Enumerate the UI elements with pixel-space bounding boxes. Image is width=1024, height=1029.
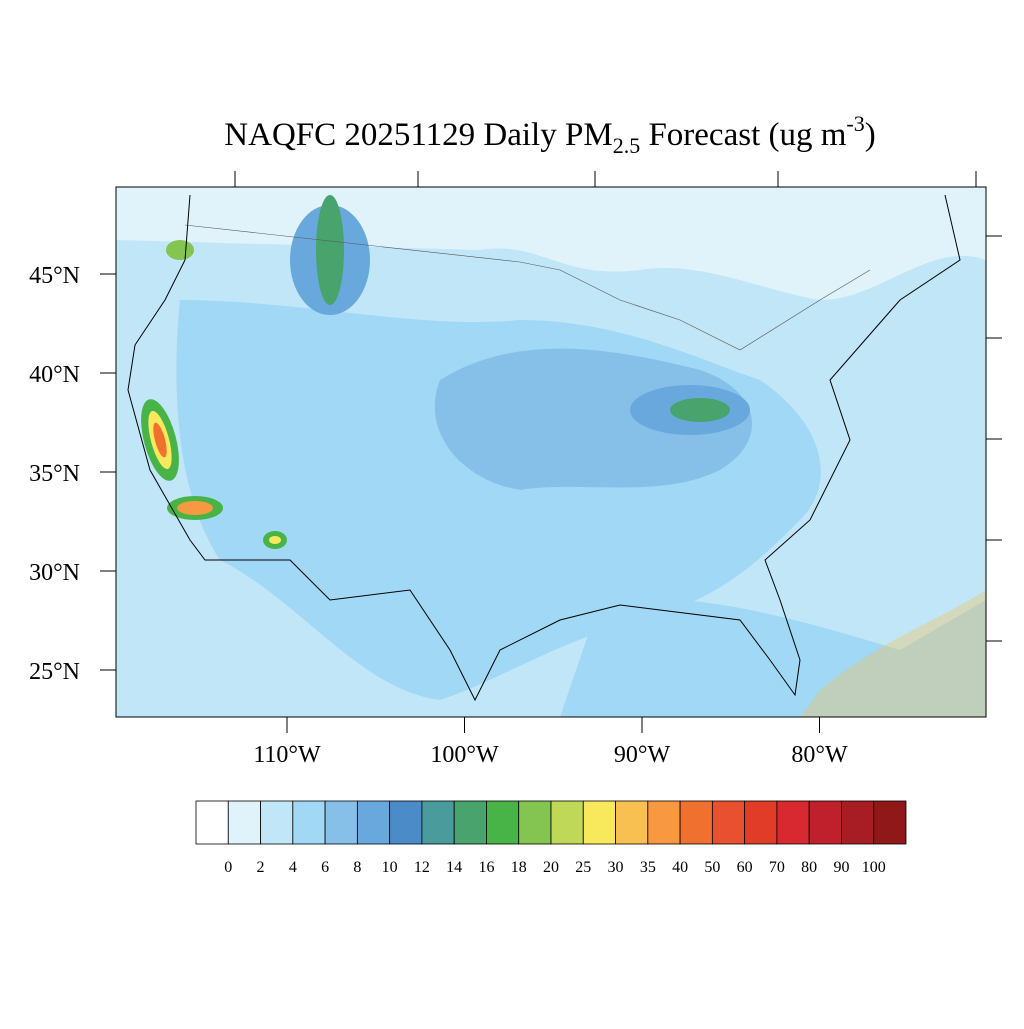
colorbar-box: [841, 800, 875, 845]
title-main: NAQFC 20251129 Daily PM: [224, 117, 612, 153]
colorbar-label: 35: [640, 859, 656, 876]
colorbar-box: [776, 800, 810, 845]
colorbar-box: [679, 800, 713, 845]
colorbar-box: [421, 800, 455, 845]
lat-tick-label: 30°N: [29, 560, 80, 586]
title: NAQFC 20251129 Daily PM2.5 Forecast (ug …: [224, 111, 875, 158]
title-sup: -3: [846, 111, 864, 136]
colorbar-label: 14: [446, 859, 462, 876]
colorbar-label: 6: [321, 859, 329, 876]
colorbar-label: 90: [833, 859, 849, 876]
colorbar-label: 60: [737, 859, 753, 876]
lat-tick-label: 40°N: [29, 362, 80, 388]
axes: 45°N 40°N 35°N 30°N 25°N 110°W 100°W 90°W 80°W: [29, 263, 848, 768]
colorbar-label: 8: [353, 859, 361, 876]
title-end: ): [865, 117, 876, 153]
colorbar-box: [711, 800, 746, 845]
lat-tick-label: 45°N: [29, 263, 80, 289]
colorbar-label: 100: [862, 859, 886, 876]
colorbar-box: [647, 800, 681, 845]
map-field: [116, 187, 986, 717]
colorbar-label: 4: [289, 859, 297, 876]
colorbar-box: [324, 800, 358, 845]
colorbar-box: [292, 800, 326, 845]
colorbar-box: [518, 800, 552, 845]
lon-tick-label: 90°W: [614, 742, 671, 768]
lat-tick-label: 25°N: [29, 659, 80, 685]
colorbar-label: 20: [543, 859, 559, 876]
colorbar-box: [195, 800, 229, 845]
colorbar: 0 2 4 6 8 10 12 14 16 18 20 25 30 35 40 50 60 70 80 90 100: [195, 800, 907, 876]
colorbar-box: [550, 800, 584, 845]
map-frame: [115, 186, 987, 718]
lon-tick-label: 100°W: [430, 742, 499, 768]
colorbar-label: 10: [382, 859, 398, 876]
colorbar-label: 2: [257, 859, 265, 876]
lat-tick-label: 35°N: [29, 461, 80, 487]
colorbar-box: [808, 800, 842, 845]
colorbar-label: 40: [672, 859, 688, 876]
colorbar-box: [260, 800, 294, 845]
title-sub: 2.5: [613, 133, 641, 158]
colorbar-box: [453, 800, 487, 845]
colorbar-label: 50: [704, 859, 720, 876]
colorbar-label: 25: [575, 859, 591, 876]
colorbar-box: [389, 800, 423, 845]
colorbar-label: 70: [769, 859, 785, 876]
title-middle: Forecast (ug m: [640, 117, 847, 153]
colorbar-box: [486, 800, 520, 845]
colorbar-box: [744, 800, 778, 845]
colorbar-label: 12: [414, 859, 430, 876]
colorbar-label: 30: [608, 859, 624, 876]
colorbar-box: [873, 800, 907, 845]
frame-ticks: [234, 171, 1002, 642]
colorbar-box: [356, 800, 391, 845]
colorbar-label: 18: [511, 859, 527, 876]
lon-tick-label: 110°W: [253, 742, 321, 768]
lon-tick-label: 80°W: [791, 742, 848, 768]
colorbar-box: [615, 800, 649, 845]
colorbar-box: [582, 800, 616, 845]
colorbar-label: 0: [224, 859, 232, 876]
colorbar-label: 16: [478, 859, 494, 876]
colorbar-box: [227, 800, 261, 845]
colorbar-label: 80: [801, 859, 817, 876]
